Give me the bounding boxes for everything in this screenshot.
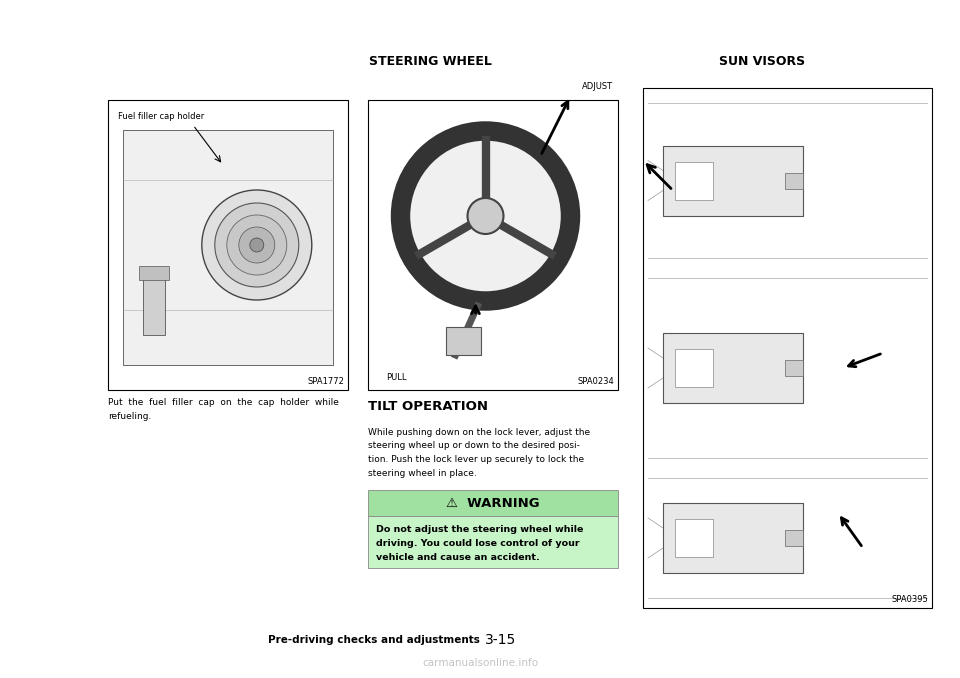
Text: SUN VISORS: SUN VISORS [719, 55, 805, 68]
Bar [108, 100, 348, 390]
Text: driving. You could lose control of your: driving. You could lose control of your [376, 539, 580, 548]
Text: refueling.: refueling. [108, 412, 152, 421]
Bar [675, 161, 713, 199]
Text: While pushing down on the lock lever, adjust the: While pushing down on the lock lever, ad… [368, 428, 590, 437]
Bar [663, 146, 803, 216]
Bar [785, 530, 803, 546]
Circle shape [407, 138, 564, 294]
Text: PULL: PULL [386, 373, 406, 382]
Text: steering wheel up or down to the desired posi-: steering wheel up or down to the desired… [368, 441, 580, 450]
Text: ADJUST: ADJUST [582, 82, 613, 91]
Circle shape [468, 198, 503, 234]
Text: SPA0395: SPA0395 [891, 595, 928, 604]
Bar [368, 490, 618, 516]
Bar [675, 519, 713, 557]
Bar [785, 360, 803, 376]
Text: Pre-driving checks and adjustments: Pre-driving checks and adjustments [268, 635, 480, 645]
Text: Do not adjust the steering wheel while: Do not adjust the steering wheel while [376, 525, 584, 534]
Bar [643, 88, 932, 608]
Circle shape [239, 227, 275, 263]
Bar [368, 516, 618, 568]
Bar [663, 503, 803, 573]
Text: carmanualsonline.info: carmanualsonline.info [422, 658, 538, 668]
Text: steering wheel in place.: steering wheel in place. [368, 468, 477, 477]
Bar [675, 349, 713, 387]
Bar [368, 100, 618, 390]
Text: SPA1772: SPA1772 [307, 377, 344, 386]
Bar [445, 327, 481, 355]
Text: 3-15: 3-15 [485, 633, 516, 647]
Circle shape [250, 238, 264, 252]
Circle shape [215, 203, 299, 287]
Text: STEERING WHEEL: STEERING WHEEL [369, 55, 492, 68]
Bar [663, 333, 803, 403]
Bar [139, 266, 169, 280]
Text: TILT OPERATION: TILT OPERATION [368, 400, 488, 413]
Circle shape [227, 215, 287, 275]
Text: ⚠  WARNING: ⚠ WARNING [446, 496, 540, 509]
Bar [123, 130, 333, 365]
Bar [143, 270, 165, 335]
Bar [785, 172, 803, 188]
Text: Put  the  fuel  filler  cap  on  the  cap  holder  while: Put the fuel filler cap on the cap holde… [108, 398, 339, 407]
Circle shape [202, 190, 312, 300]
Text: vehicle and cause an accident.: vehicle and cause an accident. [376, 553, 540, 562]
Text: tion. Push the lock lever up securely to lock the: tion. Push the lock lever up securely to… [368, 455, 584, 464]
Text: SPA0234: SPA0234 [577, 377, 614, 386]
Text: Fuel filler cap holder: Fuel filler cap holder [118, 112, 204, 121]
